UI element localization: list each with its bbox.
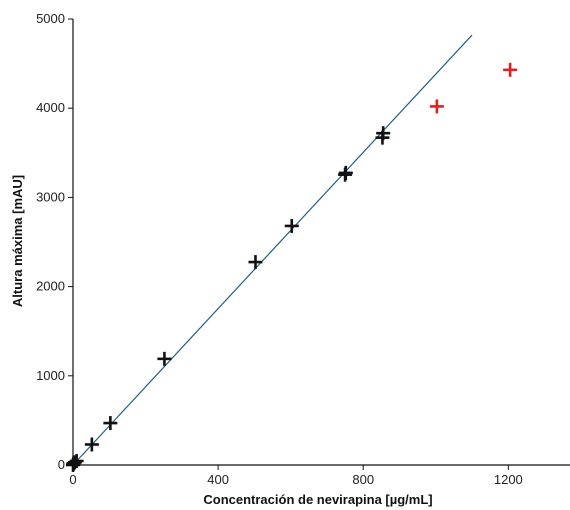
calibration-point xyxy=(67,455,82,470)
calibration-point xyxy=(84,437,99,452)
calibration-point xyxy=(376,126,391,141)
x-tick-label: 800 xyxy=(352,472,374,487)
y-tick-label: 5000 xyxy=(36,11,65,26)
y-tick-label: 2000 xyxy=(36,279,65,294)
calibration-point xyxy=(157,351,172,366)
axes xyxy=(72,19,570,466)
x-axis-title: Concentración de nevirapina [µg/mL] xyxy=(203,492,432,507)
x-tick-label: 1200 xyxy=(494,472,523,487)
calibration-point xyxy=(248,255,263,270)
y-tick-label: 0 xyxy=(58,457,65,472)
x-tick-label: 400 xyxy=(207,472,229,487)
y-tick-label: 1000 xyxy=(36,368,65,383)
regression-line xyxy=(72,34,473,466)
outlier-point xyxy=(429,99,444,114)
y-tick-label: 4000 xyxy=(36,100,65,115)
calibration-point xyxy=(284,218,299,233)
fit-line-group xyxy=(72,34,473,466)
data-points xyxy=(66,62,518,472)
calibration-point xyxy=(103,416,118,431)
x-tick-label: 0 xyxy=(69,472,76,487)
calibration-point xyxy=(69,453,84,468)
y-axis-title: Altura máxima [mAU] xyxy=(10,175,25,307)
ticks: 0 400 800 1200 0 1000 2000 3000 4000 5000 xyxy=(36,11,523,487)
calibration-point xyxy=(338,165,353,180)
y-tick-label: 3000 xyxy=(36,189,65,204)
outlier-point xyxy=(503,62,518,77)
